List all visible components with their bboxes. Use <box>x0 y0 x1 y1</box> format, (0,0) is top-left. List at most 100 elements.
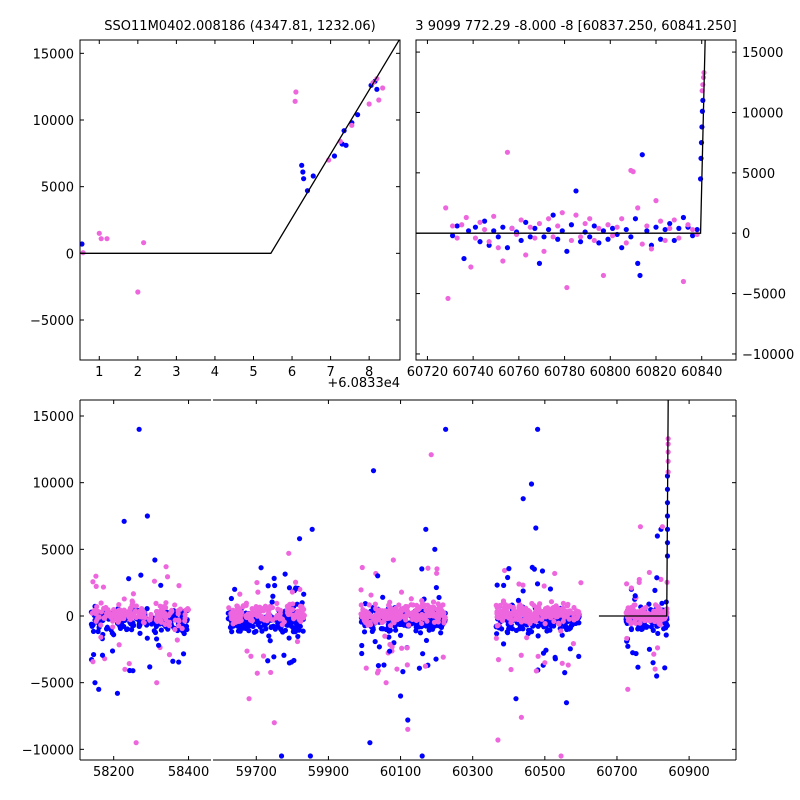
pink-point <box>643 604 649 611</box>
pink-point <box>104 236 110 242</box>
blue-point <box>671 237 677 244</box>
blue-point <box>381 662 387 668</box>
blue-point <box>232 586 238 592</box>
pink-point <box>367 611 373 618</box>
pink-point <box>417 604 423 610</box>
pink-point <box>481 226 488 233</box>
blue-point <box>520 496 526 502</box>
blue-point <box>552 656 558 662</box>
pink-point <box>290 601 296 607</box>
pink-point <box>424 618 430 624</box>
top-right-title: 3 9099 772.29 -8.000 -8 [60837.250, 6084… <box>415 19 736 34</box>
blue-point <box>491 228 497 234</box>
pink-point <box>516 605 522 611</box>
pink-point <box>364 615 370 622</box>
blue-point <box>550 212 556 218</box>
blue-point <box>286 585 293 591</box>
blue-point <box>429 626 436 632</box>
blue-point <box>472 224 479 230</box>
pink-point <box>427 613 433 619</box>
pink-point <box>126 660 132 667</box>
blue-point <box>420 651 426 657</box>
pink-point <box>454 235 460 241</box>
blue-point <box>547 586 554 592</box>
blue-point <box>652 587 658 593</box>
pink-point <box>408 596 414 602</box>
pink-point <box>172 626 178 633</box>
pink-point <box>292 98 298 104</box>
pink-point <box>425 565 431 571</box>
pink-point <box>523 605 529 611</box>
pink-point <box>111 606 117 613</box>
blue-point <box>99 652 106 658</box>
pink-point <box>172 617 178 623</box>
pink-point <box>524 635 530 641</box>
x-tick-label: 1 <box>95 365 103 380</box>
pink-point <box>522 616 528 622</box>
pink-point <box>98 634 104 640</box>
pink-point <box>116 607 122 613</box>
pink-point <box>398 589 405 595</box>
blue-point <box>280 629 286 635</box>
blue-point <box>281 652 287 658</box>
blue-point <box>343 142 349 148</box>
pink-point <box>98 600 104 606</box>
blue-point <box>90 628 97 635</box>
blue-point <box>630 650 636 656</box>
blue-point <box>271 575 277 581</box>
pink-point <box>413 610 419 616</box>
blue-point <box>153 636 160 642</box>
pink-point <box>292 579 299 585</box>
blue-point <box>391 640 397 646</box>
pink-point <box>635 205 641 211</box>
pink-point <box>494 609 500 615</box>
blue-point <box>300 169 306 175</box>
pink-point <box>243 602 249 609</box>
pink-point <box>174 637 180 643</box>
axes-frame <box>415 39 737 361</box>
pink-point <box>459 222 465 228</box>
pink-point <box>555 223 561 229</box>
plot-area <box>416 40 707 302</box>
x-tick-label: 60720 <box>407 365 448 380</box>
blue-point <box>126 576 132 582</box>
blue-point <box>577 239 584 245</box>
blue-point <box>359 650 365 657</box>
pink-point <box>255 589 261 595</box>
pink-point <box>571 604 577 611</box>
blue-point <box>144 606 150 612</box>
pink-point <box>637 524 644 530</box>
blue-point <box>654 575 660 581</box>
blue-point <box>153 623 159 630</box>
y-tick-label: 5000 <box>41 543 74 558</box>
blue-point <box>567 646 573 652</box>
pink-point <box>408 612 414 618</box>
blue-point <box>127 667 133 674</box>
pink-point <box>267 605 273 612</box>
pink-point <box>396 602 402 608</box>
pink-point <box>560 618 566 624</box>
pink-point <box>486 239 492 245</box>
pink-point <box>98 236 104 242</box>
top-right-panel: 60720 60740 60760 60780 60800 60820 60840 −1000… <box>407 39 794 380</box>
x-tick-label: 59700 <box>236 765 277 780</box>
pink-point <box>534 613 540 619</box>
pink-point <box>390 557 396 563</box>
pink-point <box>420 615 426 621</box>
pink-point <box>627 617 633 623</box>
pink-point <box>94 603 100 610</box>
pink-point <box>443 205 449 211</box>
blue-point <box>438 630 444 636</box>
blue-point <box>397 632 404 638</box>
blue-point <box>147 664 153 670</box>
pink-point <box>368 592 374 598</box>
pink-point <box>556 621 562 627</box>
blue-point <box>504 245 511 251</box>
pink-point <box>651 609 658 616</box>
top-left-panel: 1 2 3 4 5 6 7 8 −5000 0 5000 10000 15000 <box>30 39 401 380</box>
pink-point <box>657 218 664 224</box>
blue-point <box>454 223 460 229</box>
pink-point <box>542 621 548 627</box>
blue-point <box>646 601 652 607</box>
blue-point <box>539 568 546 574</box>
